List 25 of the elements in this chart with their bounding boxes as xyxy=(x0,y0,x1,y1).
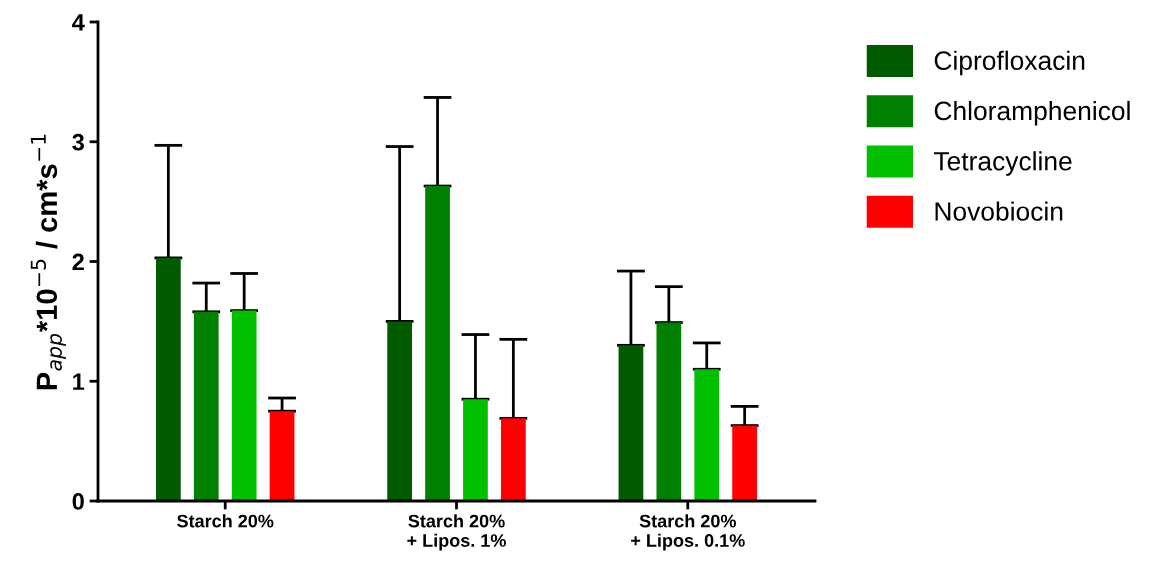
bar xyxy=(387,321,413,501)
y-tick-label: 1 xyxy=(73,373,85,390)
bar xyxy=(269,411,295,501)
bar xyxy=(500,418,526,501)
bar xyxy=(694,369,720,501)
bar xyxy=(425,186,450,501)
legend-label: Ciprofloxacin xyxy=(934,50,1085,76)
bar xyxy=(463,399,488,501)
y-axis-title: P$_{app}$*10$^{−5}$ / cm*s$^{−1}$ xyxy=(30,134,66,390)
y-tick-label: 0 xyxy=(72,493,84,510)
bar xyxy=(155,257,181,501)
bar xyxy=(732,425,758,501)
legend-label: Novobiocin xyxy=(935,201,1063,221)
y-tick-label: 3 xyxy=(72,133,84,151)
x-tick-label: Starch 20% xyxy=(177,514,274,528)
bar xyxy=(656,322,682,501)
bar xyxy=(618,345,644,501)
legend-label: Chloramphenicol xyxy=(934,100,1130,126)
bar xyxy=(193,311,219,501)
y-tick-label: 2 xyxy=(72,253,84,271)
x-tick-label: Starch 20% + Lipos. 0.1% xyxy=(631,514,745,551)
y-tick-label: 4 xyxy=(72,14,85,31)
bar xyxy=(231,310,257,501)
x-tick-label: Starch 20% + Lipos. 1% xyxy=(407,514,506,551)
legend-label: Tetracycline xyxy=(934,151,1072,176)
